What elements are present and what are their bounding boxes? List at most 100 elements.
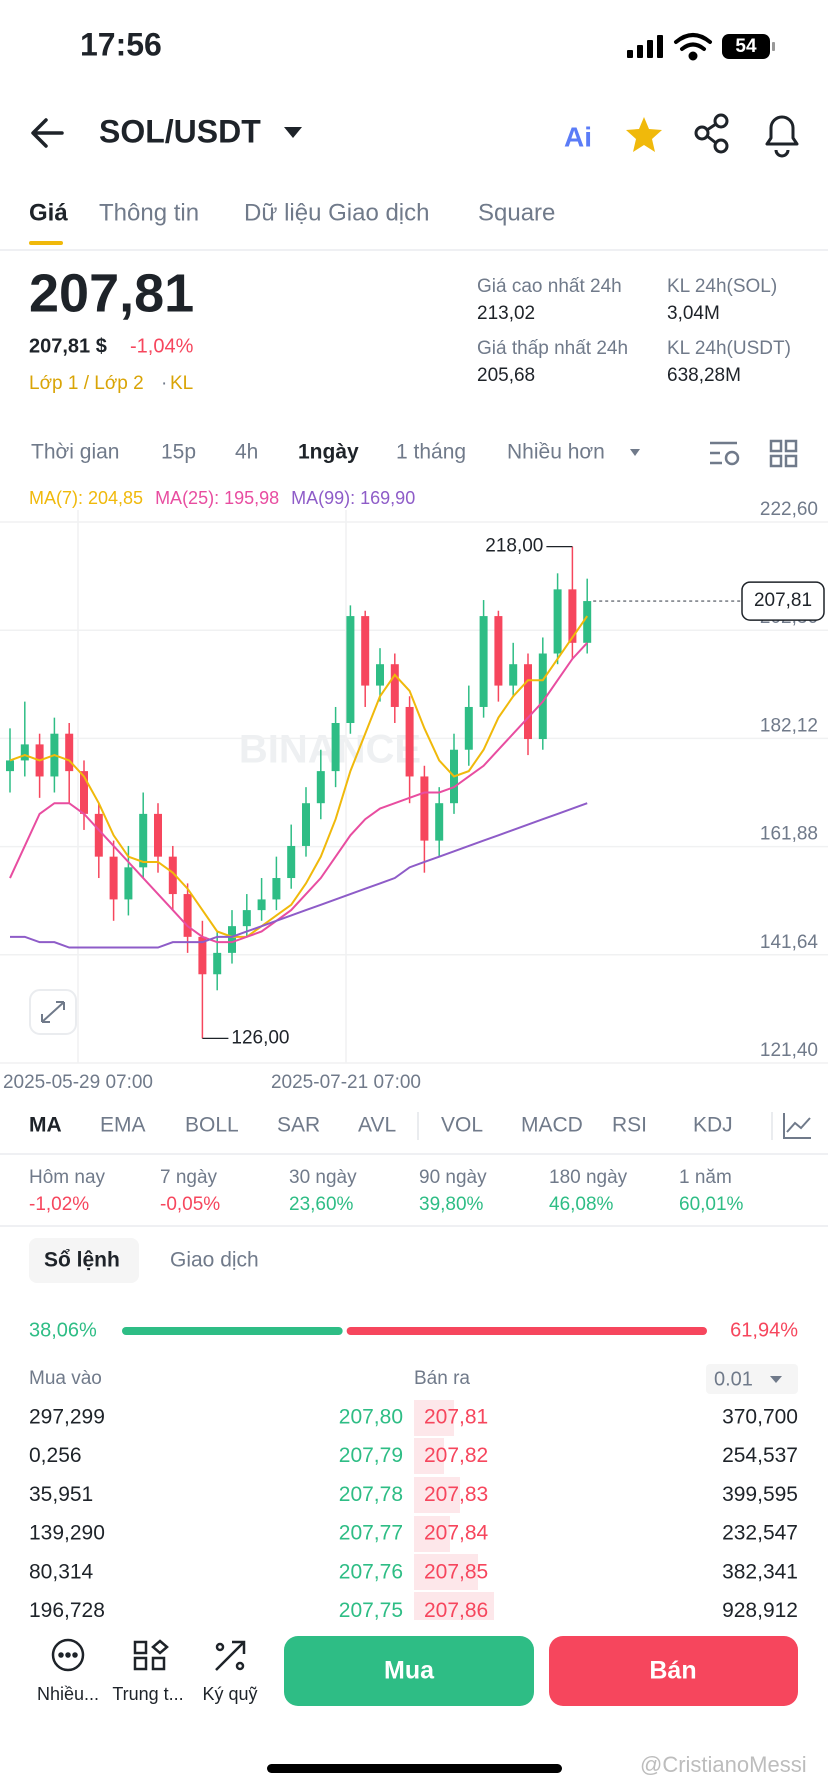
nav-label[interactable]: Trung t... bbox=[112, 1684, 183, 1704]
indicator-tab[interactable]: MACD bbox=[521, 1114, 583, 1137]
buy-ratio-bar bbox=[122, 1327, 343, 1335]
indicator-tab[interactable]: AVL bbox=[358, 1114, 396, 1137]
performance-value: 23,60% bbox=[289, 1194, 354, 1215]
ask-qty: 399,595 bbox=[722, 1483, 798, 1506]
performance-value: -1,02% bbox=[29, 1194, 89, 1215]
nav-center-icon[interactable] bbox=[133, 1639, 169, 1671]
candle-body bbox=[479, 616, 488, 707]
pair-dropdown[interactable] bbox=[284, 127, 302, 138]
chart-watermark: BINANCE bbox=[239, 728, 421, 772]
candle-body bbox=[257, 899, 266, 911]
performance-value: 39,80% bbox=[419, 1194, 484, 1215]
nav-margin-icon[interactable] bbox=[215, 1640, 246, 1671]
y-tick-label: 161,88 bbox=[760, 824, 818, 845]
candle-body bbox=[94, 813, 103, 857]
performance-label: 7 ngày bbox=[160, 1167, 218, 1188]
bid-price: 207,80 bbox=[339, 1406, 403, 1429]
chart-settings-icon[interactable] bbox=[710, 441, 740, 466]
nav-more-icon[interactable] bbox=[51, 1638, 85, 1672]
stat-label: KL 24h(SOL) bbox=[667, 276, 777, 297]
indicator-tab[interactable]: MA bbox=[29, 1114, 62, 1137]
indicator-tab[interactable]: EMA bbox=[100, 1114, 146, 1137]
indicator-tab[interactable]: SAR bbox=[277, 1114, 320, 1137]
stat-label: Giá thấp nhất 24h bbox=[477, 338, 628, 359]
ask-qty: 928,912 bbox=[722, 1599, 798, 1622]
bell-button[interactable] bbox=[765, 115, 799, 158]
tab[interactable]: Thông tin bbox=[99, 199, 199, 226]
stat-label: KL 24h(USDT) bbox=[667, 338, 791, 359]
ai-button[interactable]: Ai bbox=[564, 121, 592, 152]
nav-label[interactable]: Nhiều... bbox=[37, 1684, 99, 1704]
ma-line bbox=[9, 642, 588, 944]
tags[interactable]: Lớp 1 / Lớp 2 bbox=[29, 373, 144, 394]
buy-button[interactable] bbox=[284, 1636, 534, 1706]
nav-label[interactable]: Ký quỹ bbox=[202, 1684, 257, 1704]
indicator-settings[interactable] bbox=[783, 1113, 811, 1139]
price-chart[interactable]: MA(7): 204,85 MA(25): 195,98 MA(99): 169,9… bbox=[0, 488, 828, 1093]
interval[interactable]: 1ngày bbox=[298, 441, 359, 464]
candle-body bbox=[154, 813, 162, 857]
candle-body bbox=[302, 803, 310, 846]
favorite-star[interactable] bbox=[626, 117, 662, 152]
ma-line bbox=[9, 615, 589, 938]
interval[interactable]: 4h bbox=[235, 441, 258, 464]
candle-body bbox=[168, 856, 177, 895]
indicator-tab[interactable]: RSI bbox=[612, 1114, 647, 1137]
bid-price: 207,76 bbox=[339, 1560, 403, 1583]
ask-qty: 382,341 bbox=[722, 1560, 798, 1583]
interval[interactable]: Nhiều hơn bbox=[507, 441, 605, 464]
watermark: @CristianoMessi bbox=[640, 1752, 807, 1777]
ask-price: 207,86 bbox=[424, 1599, 488, 1622]
low-label: 126,00 bbox=[231, 1027, 289, 1048]
tab[interactable]: Giá bbox=[29, 199, 68, 226]
buy-label[interactable]: Mua bbox=[384, 1657, 435, 1685]
interval[interactable]: Thời gian bbox=[31, 441, 119, 464]
bid-qty: 0,256 bbox=[29, 1444, 82, 1467]
candle-body bbox=[509, 664, 518, 686]
usd-price: 207,81 $ bbox=[29, 335, 107, 357]
back-button[interactable] bbox=[31, 118, 64, 148]
legend-entry: MA(7): 204,85 bbox=[29, 488, 143, 508]
y-tick-label: 222,60 bbox=[760, 499, 818, 520]
interval[interactable]: 15p bbox=[161, 441, 196, 464]
last-price: 207,81 bbox=[29, 263, 194, 323]
candle-body bbox=[524, 664, 532, 740]
candle-body bbox=[405, 706, 414, 777]
more-dropdown[interactable] bbox=[630, 449, 640, 456]
interval[interactable]: 1 tháng bbox=[396, 441, 466, 464]
book-tab[interactable]: Giao dịch bbox=[170, 1249, 259, 1272]
performance-label: 1 năm bbox=[679, 1167, 732, 1188]
candle-body bbox=[553, 589, 562, 654]
ask-price: 207,84 bbox=[424, 1522, 489, 1545]
step-selector[interactable] bbox=[706, 1364, 798, 1394]
candle-body bbox=[213, 952, 222, 975]
performance-value: 60,01% bbox=[679, 1194, 744, 1215]
indicator-tab[interactable]: VOL bbox=[441, 1114, 483, 1137]
pair-title[interactable]: SOL/USDT bbox=[99, 113, 261, 149]
tab[interactable]: Square bbox=[478, 199, 555, 226]
tag-kl[interactable]: KL bbox=[170, 373, 193, 394]
book-tab[interactable]: Sổ lệnh bbox=[44, 1249, 120, 1272]
performance-label: Hôm nay bbox=[29, 1167, 106, 1188]
tag-dot: · bbox=[161, 373, 167, 394]
active-book-tab bbox=[29, 1238, 139, 1283]
sell-button[interactable] bbox=[549, 1636, 798, 1706]
candle-body bbox=[183, 894, 192, 937]
sell-label[interactable]: Bán bbox=[649, 1657, 696, 1685]
bid-price: 207,79 bbox=[339, 1444, 403, 1467]
signal-icon bbox=[627, 35, 663, 58]
legend-entry: MA(99): 169,90 bbox=[291, 488, 415, 508]
indicator-tab[interactable]: BOLL bbox=[185, 1114, 239, 1137]
home-indicator bbox=[267, 1764, 562, 1773]
share-button[interactable] bbox=[694, 113, 729, 154]
last-price-tag bbox=[741, 581, 825, 621]
layout-icon[interactable] bbox=[769, 439, 798, 468]
tab[interactable]: Dữ liệu Giao dịch bbox=[244, 199, 429, 226]
step-value[interactable]: 0.01 bbox=[714, 1368, 753, 1390]
expand-button[interactable] bbox=[29, 989, 77, 1035]
step-dropdown[interactable] bbox=[770, 1376, 782, 1383]
candle-body bbox=[464, 706, 473, 750]
indicator-tab[interactable]: KDJ bbox=[693, 1114, 733, 1137]
